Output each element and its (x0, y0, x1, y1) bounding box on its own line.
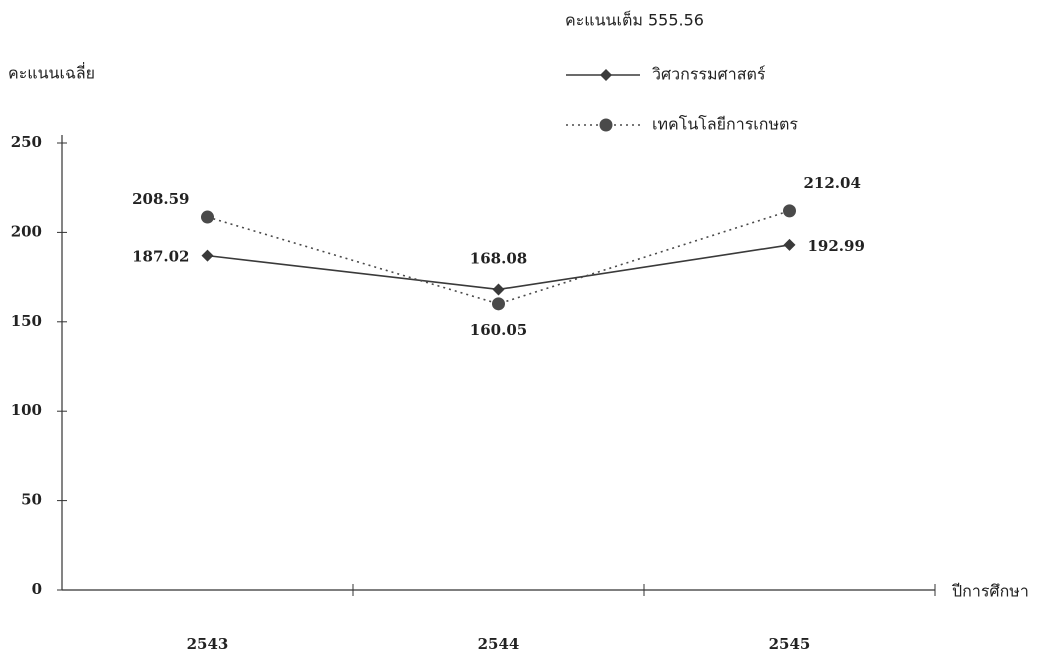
data-point (783, 204, 796, 218)
data-label: 168.08 (470, 249, 527, 267)
annotation: คะแนนเต็ม 555.56 (565, 10, 704, 30)
data-label: 208.59 (132, 190, 189, 208)
legend-label: เทคโนโลยีการเกษตร (652, 115, 798, 134)
data-point (201, 249, 214, 262)
data-point (492, 297, 505, 311)
y-axis-label: คะแนนเฉลี่ย (8, 62, 95, 83)
y-tick-label: 150 (11, 312, 42, 330)
x-tick-label: 2544 (478, 635, 520, 653)
data-point (492, 283, 505, 296)
y-tick-label: 100 (11, 401, 42, 419)
y-tick-label: 50 (21, 491, 42, 509)
x-tick-label: 2545 (769, 635, 811, 653)
data-label: 187.02 (132, 248, 189, 266)
data-label: 212.04 (804, 174, 861, 192)
legend-label: วิศวกรรมศาสตร์ (652, 65, 766, 84)
x-tick-label: 2543 (187, 635, 229, 653)
y-tick-label: 250 (11, 133, 42, 151)
data-label: 160.05 (470, 321, 527, 339)
y-tick-label: 0 (32, 580, 42, 598)
x-axis-label: ปีการศึกษา (952, 582, 1029, 601)
data-label: 192.99 (808, 237, 865, 255)
legend-marker (599, 118, 613, 132)
y-tick-label: 200 (11, 222, 42, 240)
legend-marker (600, 69, 612, 81)
data-point (201, 210, 214, 224)
data-point (783, 238, 796, 251)
